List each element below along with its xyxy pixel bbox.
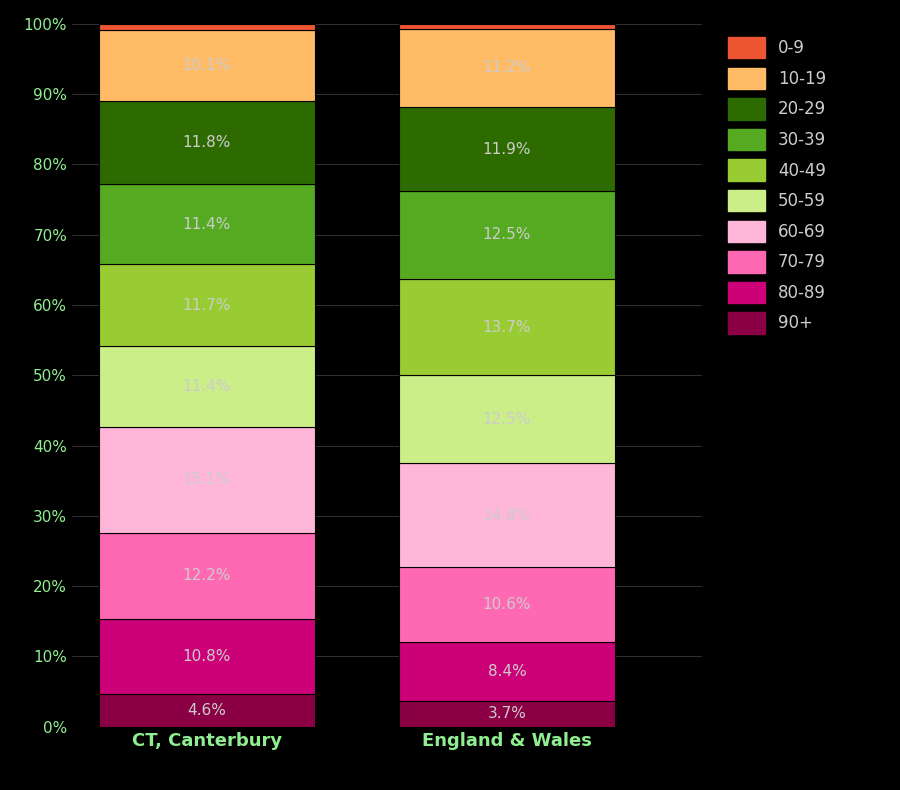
Bar — [99, 264, 315, 347]
Bar — [399, 191, 615, 279]
Text: 12.5%: 12.5% — [482, 228, 531, 243]
Bar — [99, 347, 315, 427]
Text: 4.6%: 4.6% — [187, 703, 227, 718]
Text: 13.7%: 13.7% — [482, 320, 531, 335]
Text: 14.8%: 14.8% — [482, 508, 531, 523]
Bar — [399, 375, 615, 463]
Bar — [99, 532, 315, 619]
Bar — [99, 694, 315, 727]
Bar — [99, 24, 315, 30]
Bar — [399, 463, 615, 567]
Text: 12.5%: 12.5% — [482, 412, 531, 427]
Bar — [399, 701, 615, 727]
Bar — [399, 567, 615, 641]
Text: 11.9%: 11.9% — [482, 141, 531, 156]
Bar — [99, 184, 315, 264]
Bar — [99, 619, 315, 694]
Bar — [399, 28, 615, 107]
Text: 11.2%: 11.2% — [482, 61, 531, 76]
Text: 11.4%: 11.4% — [183, 216, 231, 231]
Text: 12.2%: 12.2% — [183, 568, 231, 583]
Bar — [399, 641, 615, 701]
Text: 8.4%: 8.4% — [488, 664, 526, 679]
Text: 10.6%: 10.6% — [482, 597, 531, 612]
Text: 15.1%: 15.1% — [183, 472, 231, 487]
Bar — [399, 107, 615, 191]
Text: 11.8%: 11.8% — [183, 135, 231, 150]
Bar — [99, 30, 315, 101]
Text: 11.7%: 11.7% — [183, 298, 231, 313]
Bar — [99, 101, 315, 184]
Text: 10.1%: 10.1% — [183, 58, 231, 73]
Bar — [399, 24, 615, 28]
Bar — [99, 427, 315, 532]
Text: 3.7%: 3.7% — [488, 706, 526, 721]
Text: 11.4%: 11.4% — [183, 379, 231, 394]
Legend: 0-9, 10-19, 20-29, 30-39, 40-49, 50-59, 60-69, 70-79, 80-89, 90+: 0-9, 10-19, 20-29, 30-39, 40-49, 50-59, … — [723, 32, 831, 339]
Text: 10.8%: 10.8% — [183, 649, 231, 664]
Bar — [399, 279, 615, 375]
